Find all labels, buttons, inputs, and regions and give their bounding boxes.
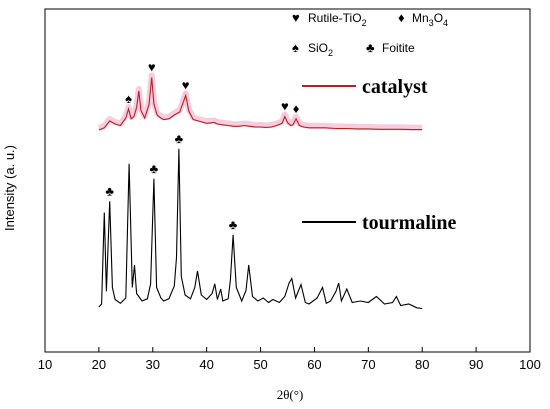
catalyst-pattern-line xyxy=(98,77,423,131)
x-tick-label: 10 xyxy=(38,357,52,372)
x-axis-label: 2θ(°) xyxy=(277,387,304,402)
x-tick-label: 60 xyxy=(307,357,321,372)
x-tick-label: 90 xyxy=(469,357,483,372)
x-axis-tick-labels: 10 20 30 40 50 60 70 80 90 100 xyxy=(38,357,541,372)
legend-foitite-label: Foitite xyxy=(382,41,415,55)
peak-marker: ♥ xyxy=(182,78,190,93)
legend-spade-symbol: ♠ xyxy=(292,40,299,55)
catalyst-halo xyxy=(97,72,423,131)
x-tick-label: 30 xyxy=(146,357,160,372)
legend-diamond-symbol: ♦ xyxy=(398,10,405,25)
x-tick-label: 100 xyxy=(519,357,541,372)
x-tick-label: 70 xyxy=(361,357,375,372)
series-lines xyxy=(97,72,423,310)
plot-frame xyxy=(44,8,531,353)
tourmaline-pattern-line xyxy=(98,148,423,310)
y-axis-label: Intensity (a. u.) xyxy=(2,145,17,231)
peak-marker: ♥ xyxy=(281,99,289,114)
peak-marker: ♠ xyxy=(125,91,132,106)
peak-marker: ♣ xyxy=(229,217,238,232)
tourmaline-series-label: tourmaline xyxy=(362,212,457,234)
peak-marker: ♣ xyxy=(175,131,184,146)
x-tick-label: 20 xyxy=(92,357,106,372)
legend-mn3o4-label: Mn3O4 xyxy=(412,11,448,28)
legend-rutile-label: Rutile-TiO2 xyxy=(308,11,367,28)
legend-club-symbol: ♣ xyxy=(366,40,375,55)
legend-heart-symbol: ♥ xyxy=(292,10,300,25)
x-tick-label: 40 xyxy=(199,357,213,372)
peak-marker: ♣ xyxy=(105,183,114,198)
peak-markers: ♥ ♥ ♥ ♠ ♦ ♣ ♣ ♣ ♣ xyxy=(105,60,299,233)
x-axis-ticks xyxy=(44,347,531,352)
peak-marker: ♥ xyxy=(148,60,156,75)
legend-sio2-label: SiO2 xyxy=(308,41,333,58)
peak-marker: ♦ xyxy=(293,101,300,116)
peak-marker: ♣ xyxy=(150,161,159,176)
phase-legend: ♥ Rutile-TiO2 ♦ Mn3O4 ♠ SiO2 ♣ Foitite xyxy=(292,10,448,58)
x-tick-label: 80 xyxy=(415,357,429,372)
catalyst-series-label: catalyst xyxy=(362,76,428,98)
x-tick-label: 50 xyxy=(253,357,267,372)
